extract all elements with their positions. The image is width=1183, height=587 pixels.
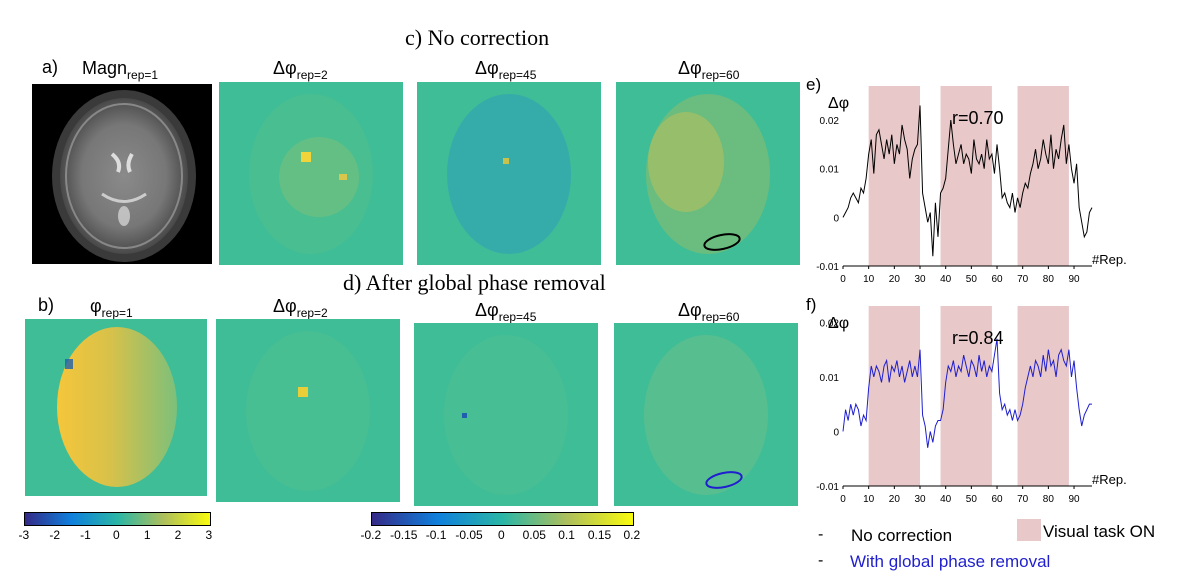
x-axis-label: #Rep. — [1092, 472, 1127, 487]
series-line — [842, 338, 1092, 448]
dphi2-rep2-image — [216, 319, 400, 502]
panel-a-label: a) — [42, 57, 59, 77]
dphi-rep45-image — [417, 82, 601, 265]
colorbar-tick: 0.05 — [522, 528, 546, 542]
x-tick-label: 80 — [1043, 494, 1055, 505]
x-tick-label: 20 — [889, 494, 901, 505]
colorbar-tick: 0 — [113, 528, 120, 542]
phi-rep1-title: φrep=1 — [90, 296, 133, 320]
panel-label: e) — [806, 75, 821, 94]
colorbar-phase — [24, 512, 211, 526]
y-tick-label: 0.01 — [820, 373, 840, 384]
colorbar-tick: 3 — [205, 528, 213, 542]
colorbar-tick: 0.1 — [558, 528, 575, 542]
magn-title: Magnrep=1 — [82, 58, 159, 82]
x-tick-label: 70 — [1017, 274, 1029, 285]
x-tick-label: 0 — [840, 494, 846, 505]
y-tick-label: 0 — [833, 427, 839, 438]
series-line — [842, 105, 1093, 257]
x-tick-label: 10 — [863, 274, 875, 285]
dphi-rep45-title: Δφrep=45 — [475, 58, 537, 82]
colorbar-tick: -0.1 — [425, 528, 447, 542]
x-tick-label: 60 — [991, 274, 1003, 285]
roi-ellipse-black — [703, 233, 741, 251]
dphi2-rep45-title: Δφrep=45 — [475, 300, 537, 324]
x-tick-label: 0 — [840, 274, 846, 285]
y-tick-label: 0.01 — [820, 165, 840, 176]
colorbar-tick: 2 — [174, 528, 182, 542]
dphi-rep2-title: Δφrep=2 — [273, 58, 328, 82]
legend-no-correction: No correction — [851, 526, 953, 545]
y-axis-label: Δφ — [828, 315, 849, 332]
colorbar-tick: -2 — [49, 528, 60, 542]
panel-b-label: b) — [38, 295, 55, 315]
colorbar-tick: 0.15 — [587, 528, 612, 542]
x-tick-label: 80 — [1043, 274, 1055, 285]
phase-rep1-image — [25, 319, 207, 496]
colorbar-tick: -0.2 — [360, 528, 382, 542]
dphi-rep60-title: Δφrep=60 — [678, 58, 740, 82]
task-block — [1017, 306, 1069, 486]
x-tick-label: 40 — [940, 494, 952, 505]
y-tick-label: 0 — [833, 213, 839, 224]
x-tick-label: 50 — [966, 274, 978, 285]
x-tick-label: 50 — [966, 494, 978, 505]
y-axis-label: Δφ — [828, 95, 849, 112]
colorbar-phase-ticks: -3 -2 -1 0 1 2 3 — [19, 528, 213, 544]
chart-e: 0 10 20 30 40 50 60 70 80 90-0.0100.010.02e)Δφ#Re… — [806, 75, 1127, 285]
section-d-title: d) After global phase removal — [343, 270, 606, 295]
y-tick-label: 0.02 — [820, 318, 840, 329]
y-tick-label: -0.01 — [816, 482, 839, 493]
task-block — [1017, 86, 1069, 266]
colorbar-dphase — [371, 512, 634, 526]
panel-label: f) — [806, 295, 816, 314]
x-tick-label: 90 — [1068, 274, 1080, 285]
colorbar-tick: -3 — [18, 528, 30, 542]
colorbar-tick: -0.05 — [455, 528, 483, 542]
task-block — [940, 306, 992, 486]
task-block — [940, 86, 992, 266]
legend-global-removal: With global phase removal — [850, 552, 1051, 571]
dphi2-rep60-title: Δφrep=60 — [678, 300, 740, 324]
colorbar-tick: -0.15 — [390, 528, 418, 542]
roi-ellipse-blue — [705, 471, 743, 489]
x-tick-label: 90 — [1068, 494, 1080, 505]
x-tick-label: 70 — [1017, 494, 1029, 505]
correlation-annotation: r=0.70 — [952, 108, 1004, 128]
x-tick-label: 20 — [889, 274, 901, 285]
colorbar-tick: 0 — [498, 528, 505, 542]
x-tick-label: 10 — [863, 494, 875, 505]
correlation-annotation: r=0.84 — [952, 328, 1004, 348]
dphi2-rep45-image — [414, 323, 598, 506]
dphi2-rep60-image — [614, 323, 798, 506]
dphi-rep2-image — [219, 82, 403, 265]
x-tick-label: 60 — [991, 494, 1003, 505]
colorbar-dphase-ticks: -0.2 -0.15 -0.1 -0.05 0 0.05 0.1 0.15 0.2 — [361, 528, 641, 544]
x-axis-label: #Rep. — [1092, 252, 1127, 267]
magnitude-image — [32, 84, 212, 264]
y-tick-label: -0.01 — [816, 262, 839, 273]
y-tick-label: 0.02 — [820, 116, 840, 127]
legend-task-on: Visual task ON — [1043, 522, 1156, 541]
legend-task-swatch — [1017, 519, 1041, 541]
legend-dash-1: - — [818, 526, 824, 543]
task-block — [868, 86, 921, 266]
x-tick-label: 40 — [940, 274, 952, 285]
dphi2-rep2-title: Δφrep=2 — [273, 296, 328, 320]
x-tick-label: 30 — [914, 274, 926, 285]
colorbar-tick: 1 — [143, 528, 151, 542]
chart-f: 0 10 20 30 40 50 60 70 80 90-0.0100.010.02f)Δφ#Re… — [806, 295, 1127, 505]
dphi-rep60-image — [616, 82, 800, 265]
section-c-title: c) No correction — [405, 25, 550, 50]
legend-dash-2: - — [818, 552, 824, 569]
task-block — [868, 306, 921, 486]
x-tick-label: 30 — [914, 494, 926, 505]
colorbar-tick: 0.2 — [623, 528, 641, 542]
colorbar-tick: -1 — [80, 528, 91, 542]
